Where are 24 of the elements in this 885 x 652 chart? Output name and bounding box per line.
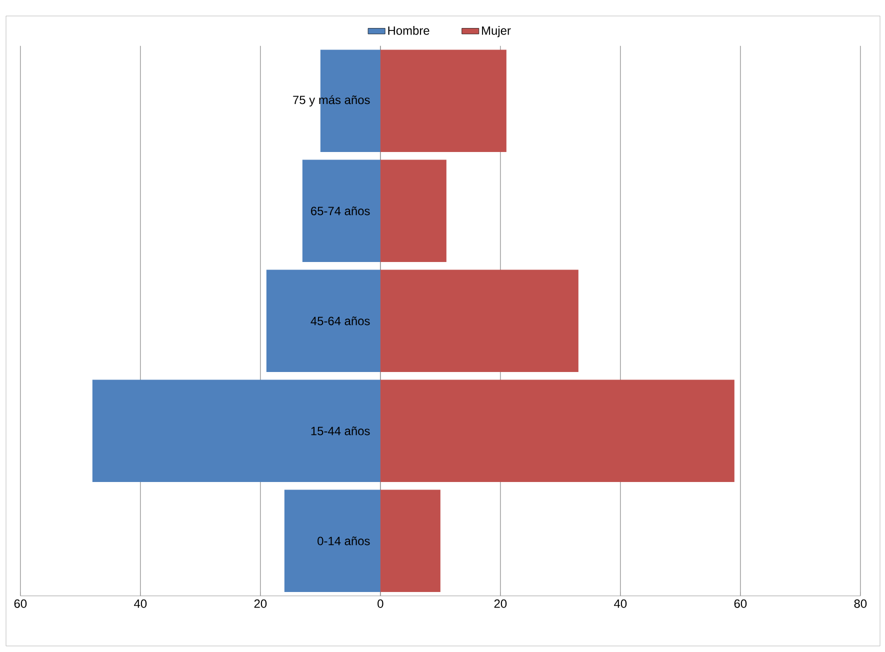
bar (284, 490, 380, 592)
bar (302, 160, 380, 262)
x-tick-label: 40 (614, 599, 627, 608)
legend-label: Hombre (388, 26, 430, 35)
bar (380, 380, 734, 482)
bar (380, 490, 440, 592)
bar (320, 50, 380, 152)
y-tick-label: 0-14 años (318, 536, 370, 546)
x-tick-label: 40 (134, 599, 147, 608)
bar (266, 270, 380, 372)
x-tick-label: 80 (854, 599, 867, 608)
bar (380, 270, 578, 372)
x-tick-label: 20 (254, 599, 267, 608)
x-tick-label: 0 (378, 599, 384, 608)
legend-label: Mujer (482, 26, 511, 38)
x-tick-label: 60 (734, 599, 747, 608)
y-tick-label: 65-74 años (311, 206, 370, 216)
x-tick-label: 60 (14, 599, 27, 608)
bar (92, 380, 380, 482)
y-tick-label: 45-64 años (310, 316, 370, 326)
bar (380, 160, 446, 262)
y-tick-label: 15-44 años (311, 426, 370, 436)
x-tick-label: 20 (494, 599, 507, 608)
bar (380, 50, 506, 152)
